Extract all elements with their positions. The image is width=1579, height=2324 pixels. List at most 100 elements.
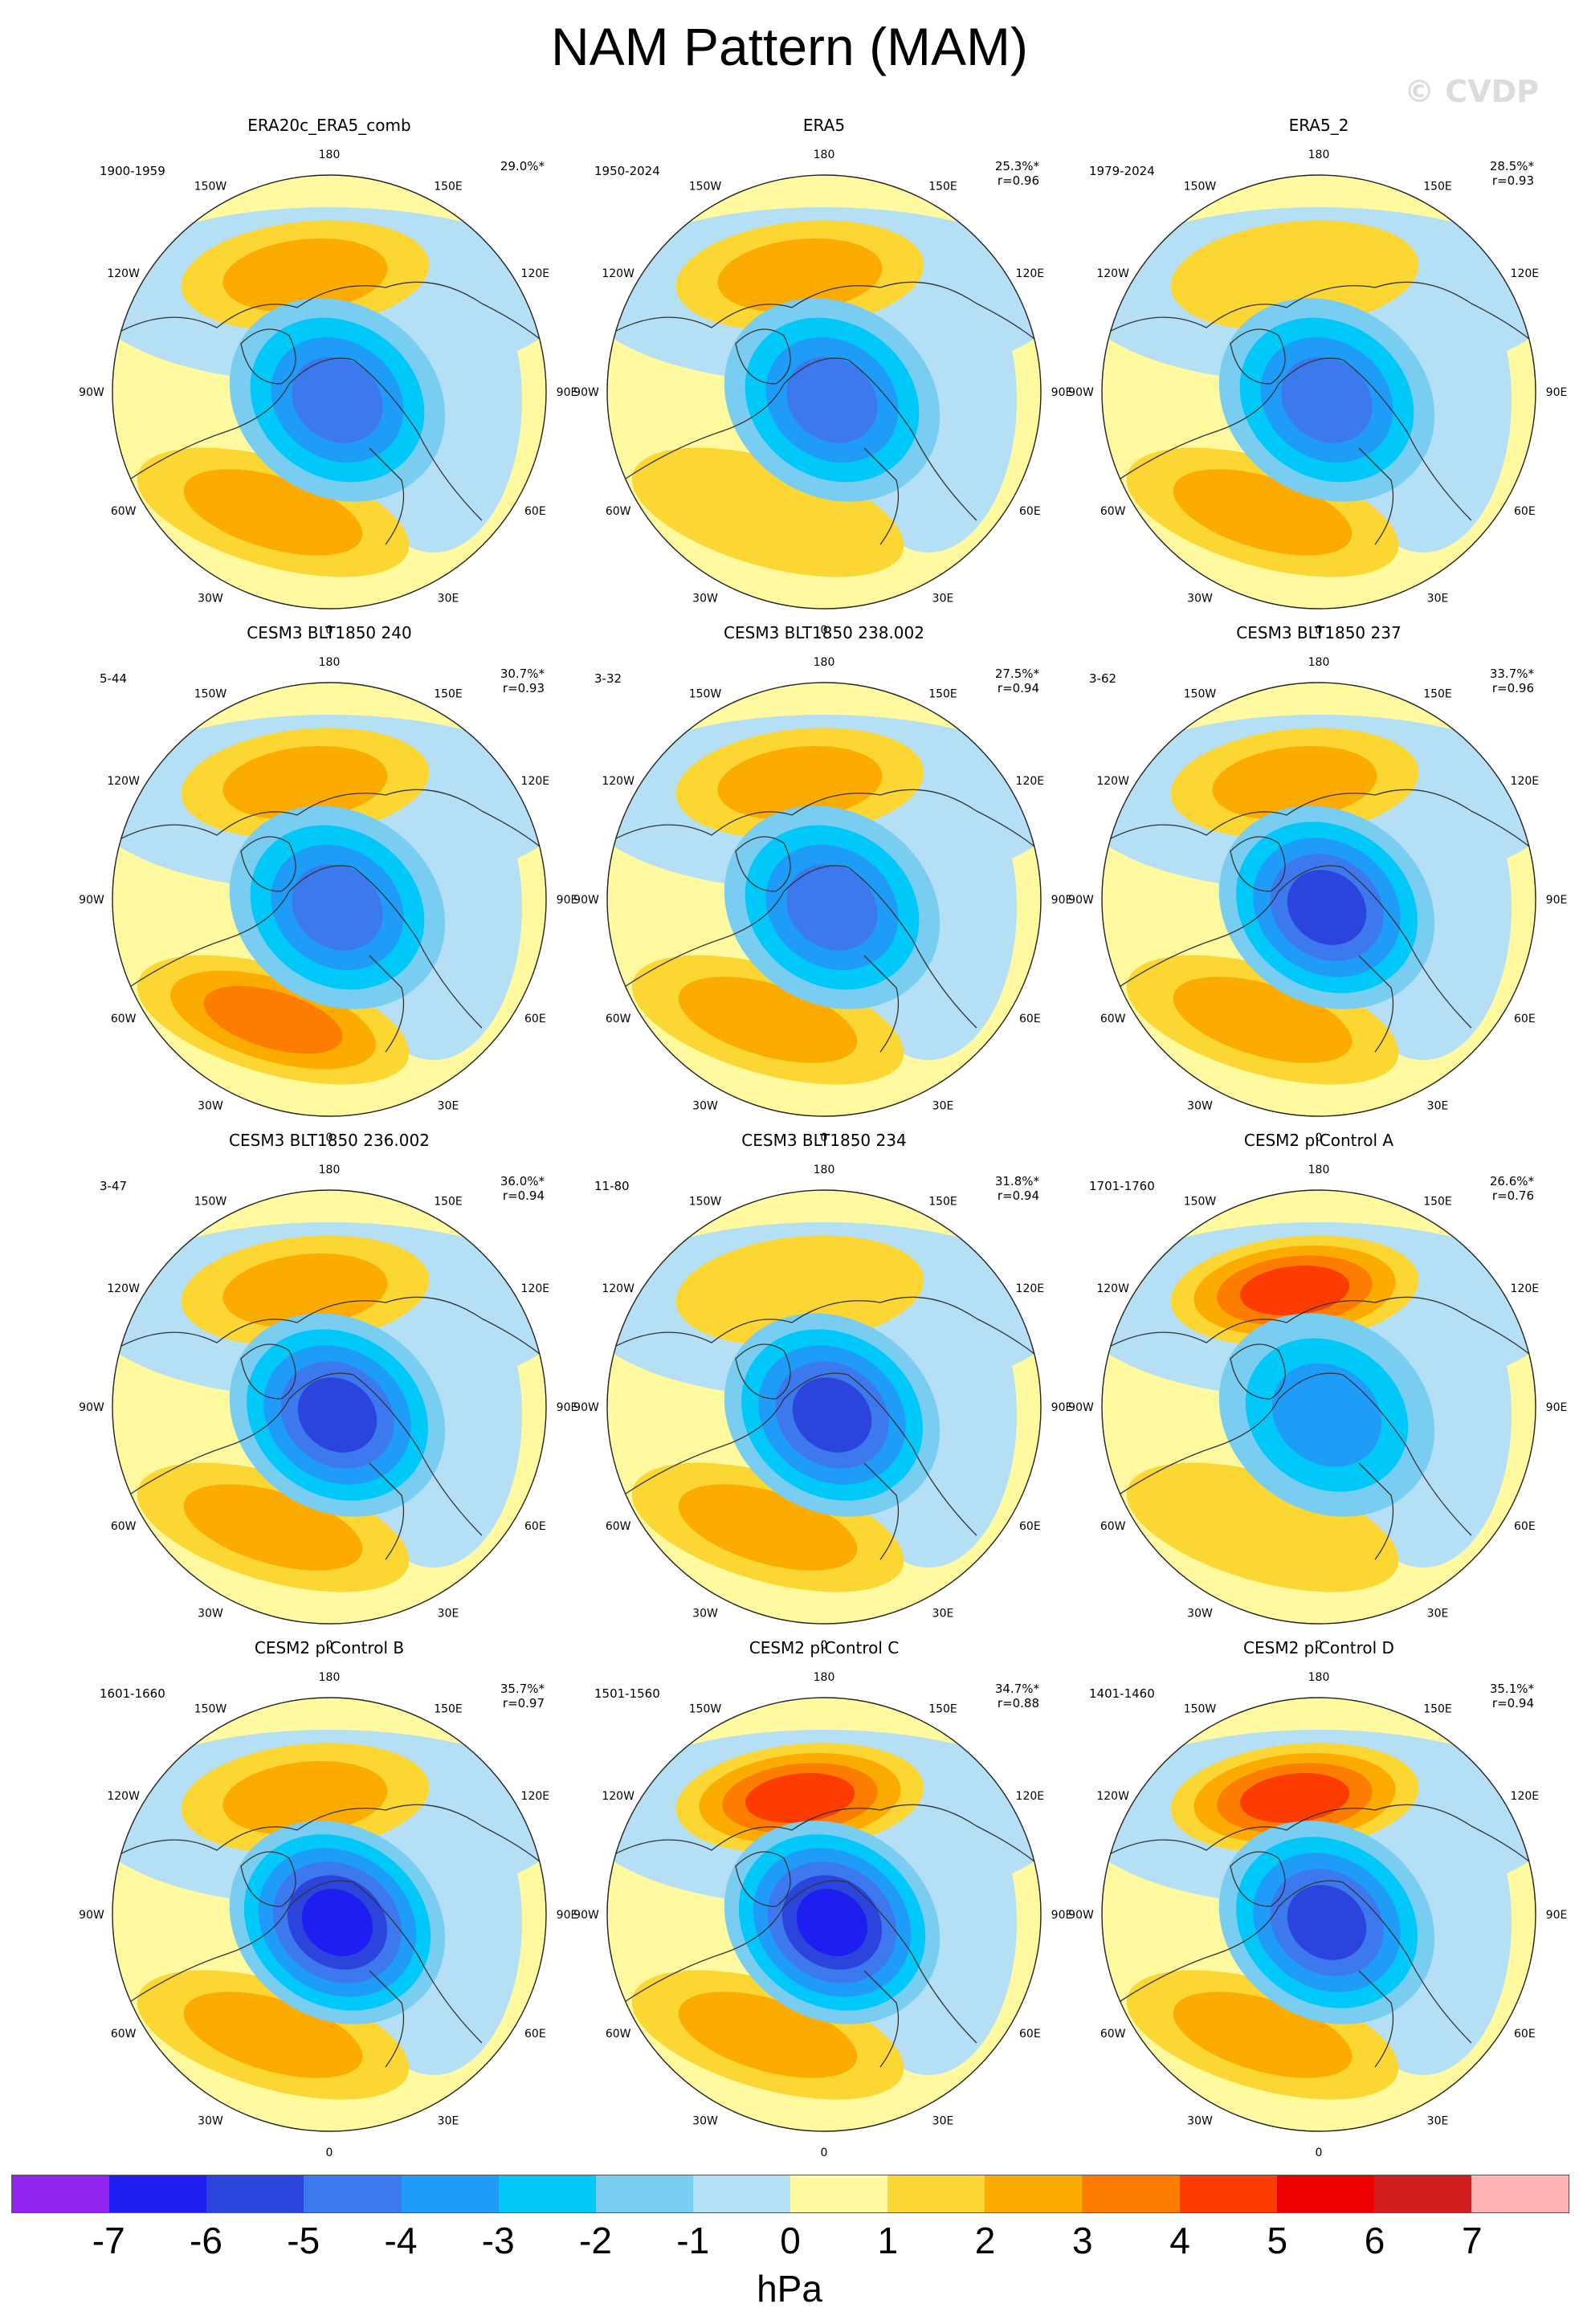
explained-variance: 28.5%* xyxy=(1489,159,1534,173)
panel-period: 1950-2024 xyxy=(594,164,660,178)
polar-map: 180 150E 120E 90E 60E 30E 0 30W 60W 90W 120W 150W xyxy=(573,1164,1072,1652)
longitude-label: 30W xyxy=(198,592,223,605)
arctic-low-contour xyxy=(292,357,383,443)
field-layer xyxy=(1102,175,1536,609)
pattern-correlation: r=0.94 xyxy=(502,1189,545,1203)
longitude-label: 60E xyxy=(1514,2028,1536,2041)
coastlines xyxy=(1102,281,1536,545)
colorbar-tick: 3 xyxy=(1071,2220,1093,2261)
longitude-label: 120W xyxy=(1096,267,1129,280)
map-border xyxy=(1101,682,1536,1117)
longitude-label: 150W xyxy=(194,688,227,701)
panel-stats: 34.7%* r=0.88 xyxy=(988,1682,1039,1710)
colorbar-tick: -1 xyxy=(676,2220,710,2261)
longitude-label: 180 xyxy=(319,1164,341,1176)
longitude-label: 180 xyxy=(814,1164,835,1176)
arctic-low-contour xyxy=(1287,1885,1367,1960)
pattern-correlation: r=0.88 xyxy=(997,1696,1039,1710)
longitude-label: 30E xyxy=(438,2114,459,2127)
map-border xyxy=(606,1697,1042,2132)
longitude-label: 0 xyxy=(326,624,333,637)
longitude-label: 0 xyxy=(1316,1639,1323,1652)
atlantic-high-contour xyxy=(203,985,343,1054)
panel-stats: 26.6%* r=0.76 xyxy=(1483,1174,1534,1203)
longitude-label: 30E xyxy=(932,2114,954,2127)
longitude-label: 120E xyxy=(1016,267,1045,280)
longitude-label: 60E xyxy=(1019,2028,1041,2041)
longitude-label: 0 xyxy=(1316,624,1323,637)
panel-title: ERA20c_ERA5_comb xyxy=(247,116,411,135)
longitude-label: 60E xyxy=(1019,505,1041,518)
explained-variance: 35.7%* xyxy=(500,1682,545,1696)
longitude-label: 0 xyxy=(326,1131,333,1144)
longitude-label: 180 xyxy=(1308,1164,1330,1176)
map-border xyxy=(112,1697,547,2132)
panel-title: CESM3 BLT1850 240 xyxy=(247,623,412,642)
panel-title: ERA5 xyxy=(802,116,846,135)
longitude-label: 120W xyxy=(107,1282,140,1295)
map-border xyxy=(112,174,547,610)
longitude-label: 90E xyxy=(1546,894,1568,907)
longitude-label: 180 xyxy=(319,1671,341,1684)
map-panel: CESM2 piControl A 1701-1760 26.6%* r=0.76 18… xyxy=(1068,1131,1579,1652)
colorbar-tick: 6 xyxy=(1364,2220,1385,2261)
colorbar-tick: 0 xyxy=(780,2220,801,2261)
longitude-label: 60W xyxy=(606,505,631,518)
longitude-label: 0 xyxy=(1316,2147,1323,2159)
coastlines xyxy=(112,789,546,1053)
panel-stats: 29.0%* xyxy=(493,159,545,173)
longitude-label: 120E xyxy=(1016,775,1045,788)
arctic-low-contour xyxy=(796,1889,868,1956)
longitude-label: 60W xyxy=(606,1520,631,1533)
longitude-label: 150E xyxy=(1423,181,1452,194)
map-border xyxy=(112,1189,547,1625)
colorbar xyxy=(11,2175,1569,2213)
colorbar-swatch xyxy=(985,2175,1083,2212)
longitude-label: 90W xyxy=(1068,1401,1094,1414)
longitude-label: 180 xyxy=(814,1671,835,1684)
colorbar-swatch xyxy=(206,2175,304,2212)
panel-title: ERA5_2 xyxy=(1288,116,1349,135)
panel-stats: 28.5%* r=0.93 xyxy=(1483,159,1534,188)
map-border xyxy=(606,174,1042,610)
longitude-label: 60E xyxy=(1514,1013,1536,1025)
longitude-label: 150E xyxy=(928,688,957,701)
pattern-correlation: r=0.76 xyxy=(1491,1189,1534,1203)
colorbar-swatch xyxy=(595,2175,693,2212)
pattern-correlation: r=0.93 xyxy=(1491,173,1534,188)
colorbar-swatch xyxy=(1276,2175,1374,2212)
longitude-label: 60W xyxy=(1100,1013,1126,1025)
longitude-label: 90W xyxy=(573,894,599,907)
arctic-low-contour xyxy=(301,1889,373,1956)
colorbar-swatch xyxy=(692,2175,790,2212)
longitude-label: 150W xyxy=(689,688,722,701)
colorbar-swatch xyxy=(498,2175,596,2212)
panel-stats: 31.8%* r=0.94 xyxy=(988,1174,1039,1203)
longitude-label: 60W xyxy=(111,505,137,518)
longitude-label: 30E xyxy=(1427,592,1449,605)
map-border xyxy=(606,1189,1042,1625)
longitude-label: 180 xyxy=(319,149,341,161)
longitude-label: 120W xyxy=(602,1282,634,1295)
longitude-label: 30E xyxy=(438,1607,459,1620)
colorbar-tick: 1 xyxy=(877,2220,899,2261)
panel-stats: 25.3%* r=0.96 xyxy=(988,159,1039,188)
map-panel: CESM3 BLT1850 236.002 3-47 36.0%* r=0.94 180… xyxy=(79,1131,610,1652)
longitude-label: 120E xyxy=(1016,1282,1045,1295)
colorbar-tick: -6 xyxy=(190,2220,222,2261)
longitude-label: 150E xyxy=(1423,1703,1452,1716)
panel-title: CESM3 BLT1850 237 xyxy=(1236,623,1402,642)
panel-period: 1501-1560 xyxy=(594,1686,660,1701)
longitude-label: 120E xyxy=(1511,267,1540,280)
panel-title: CESM2 piControl A xyxy=(1243,1131,1394,1150)
explained-variance: 30.7%* xyxy=(500,667,545,681)
panel-stats: 35.7%* r=0.97 xyxy=(493,1682,545,1710)
polar-map: 180 150E 120E 90E 60E 30E 0 30W 60W 90W 120W 150W xyxy=(573,1671,1072,2159)
pacific-high-contour xyxy=(222,238,388,313)
field-layer xyxy=(112,683,546,1116)
colorbar-tick: -7 xyxy=(92,2220,125,2261)
longitude-label: 30W xyxy=(692,1099,718,1112)
longitude-label: 90E xyxy=(1051,894,1073,907)
longitude-label: 60E xyxy=(1019,1520,1041,1533)
panel-period: 3-32 xyxy=(594,671,622,686)
